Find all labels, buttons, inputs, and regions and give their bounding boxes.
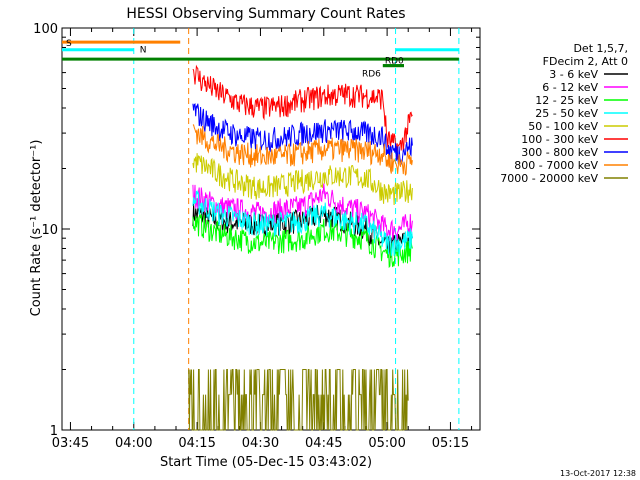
legend-entry: 100 - 300 keV — [521, 133, 598, 146]
flag-label: S — [66, 39, 72, 49]
y-tick-label: 10 — [41, 223, 58, 238]
x-tick-label: 04:30 — [242, 436, 279, 451]
legend-entry: 7000 - 20000 keV — [500, 172, 598, 185]
x-tick-label: 04:45 — [305, 436, 342, 451]
chart-title: HESSI Observing Summary Count Rates — [126, 6, 405, 22]
series-line — [192, 189, 413, 257]
flag-label: RD0 — [385, 57, 404, 67]
timestamp: 13-Oct-2017 12:38 — [560, 469, 636, 478]
series-line — [188, 369, 409, 431]
x-tick-label: 04:15 — [178, 436, 215, 451]
series-line — [192, 64, 413, 160]
legend-entry: 3 - 6 keV — [549, 68, 598, 81]
x-tick-label: 05:00 — [368, 436, 405, 451]
series-line — [192, 124, 413, 176]
x-tick-label: 03:45 — [52, 436, 89, 451]
flag-label: N — [140, 46, 147, 56]
series-line — [192, 213, 413, 269]
y-tick-label: 1 — [50, 424, 58, 439]
x-tick-label: 04:00 — [115, 436, 152, 451]
legend-entry: 12 - 25 keV — [535, 94, 598, 107]
legend-entry: 50 - 100 keV — [528, 120, 598, 133]
series-line — [192, 183, 413, 241]
legend-entry: 6 - 12 keV — [542, 81, 598, 94]
legend-entry: 800 - 7000 keV — [514, 159, 598, 172]
legend-entry: 300 - 800 keV — [521, 146, 598, 159]
legend-header: Det 1,5,7, — [573, 42, 628, 55]
x-tick-label: 05:15 — [432, 436, 469, 451]
y-axis-label: Count Rate (s⁻¹ detector⁻¹) — [29, 140, 44, 317]
y-tick-label: 100 — [33, 22, 58, 37]
legend-header: FDecim 2, Att 0 — [543, 55, 628, 68]
legend-entry: 25 - 50 keV — [535, 107, 598, 120]
flag-label: RD6 — [362, 70, 381, 80]
x-axis-label: Start Time (05-Dec-15 03:43:02) — [160, 455, 372, 470]
plot-area: 1 10 100 03:45 04:00 04:15 04:30 04:45 05:00 05:1… — [33, 22, 481, 451]
series-line — [192, 103, 413, 165]
series-line — [192, 153, 413, 206]
